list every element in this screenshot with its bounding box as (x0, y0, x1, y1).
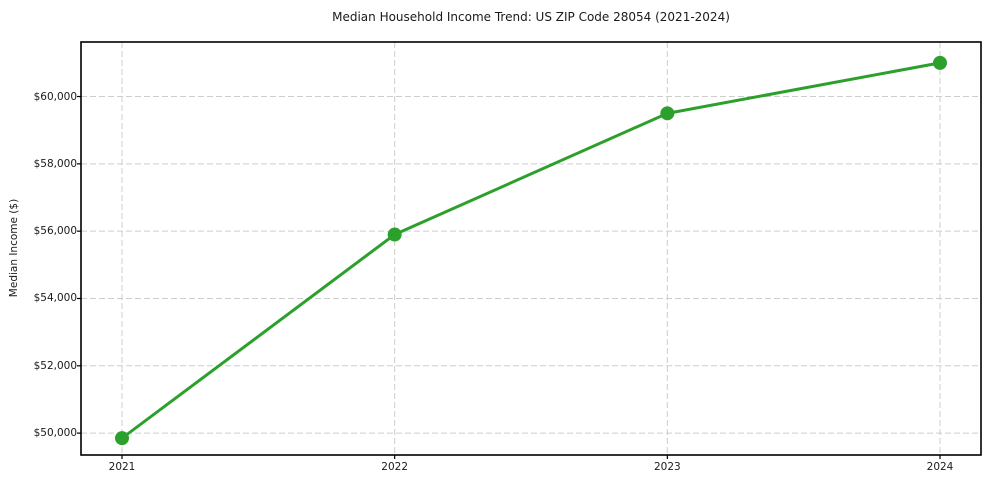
y-tick-label: $54,000 (33, 292, 77, 305)
y-tick-label: $60,000 (33, 90, 77, 103)
x-tick-label: 2023 (653, 461, 681, 473)
axes-border (80, 41, 982, 456)
series-line (120, 61, 942, 440)
data-point-marker (933, 55, 947, 70)
y-tick-label: $58,000 (33, 157, 77, 170)
x-tick-label: 2021 (108, 461, 136, 473)
y-tick-label: $56,000 (33, 225, 77, 238)
x-tick-label: 2024 (926, 461, 954, 473)
chart-canvas (77, 41, 982, 459)
data-point-marker (115, 431, 129, 446)
chart-title: Median Household Income Trend: US ZIP Co… (332, 10, 730, 24)
y-tick-label: $52,000 (33, 359, 77, 372)
y-tick-label: $50,000 (33, 427, 77, 440)
data-point-marker (387, 227, 402, 242)
y-axis-label: Median Income ($) (8, 198, 20, 298)
x-tick-label: 2022 (381, 461, 409, 473)
data-point-marker (660, 106, 675, 121)
plot-area (77, 41, 982, 459)
